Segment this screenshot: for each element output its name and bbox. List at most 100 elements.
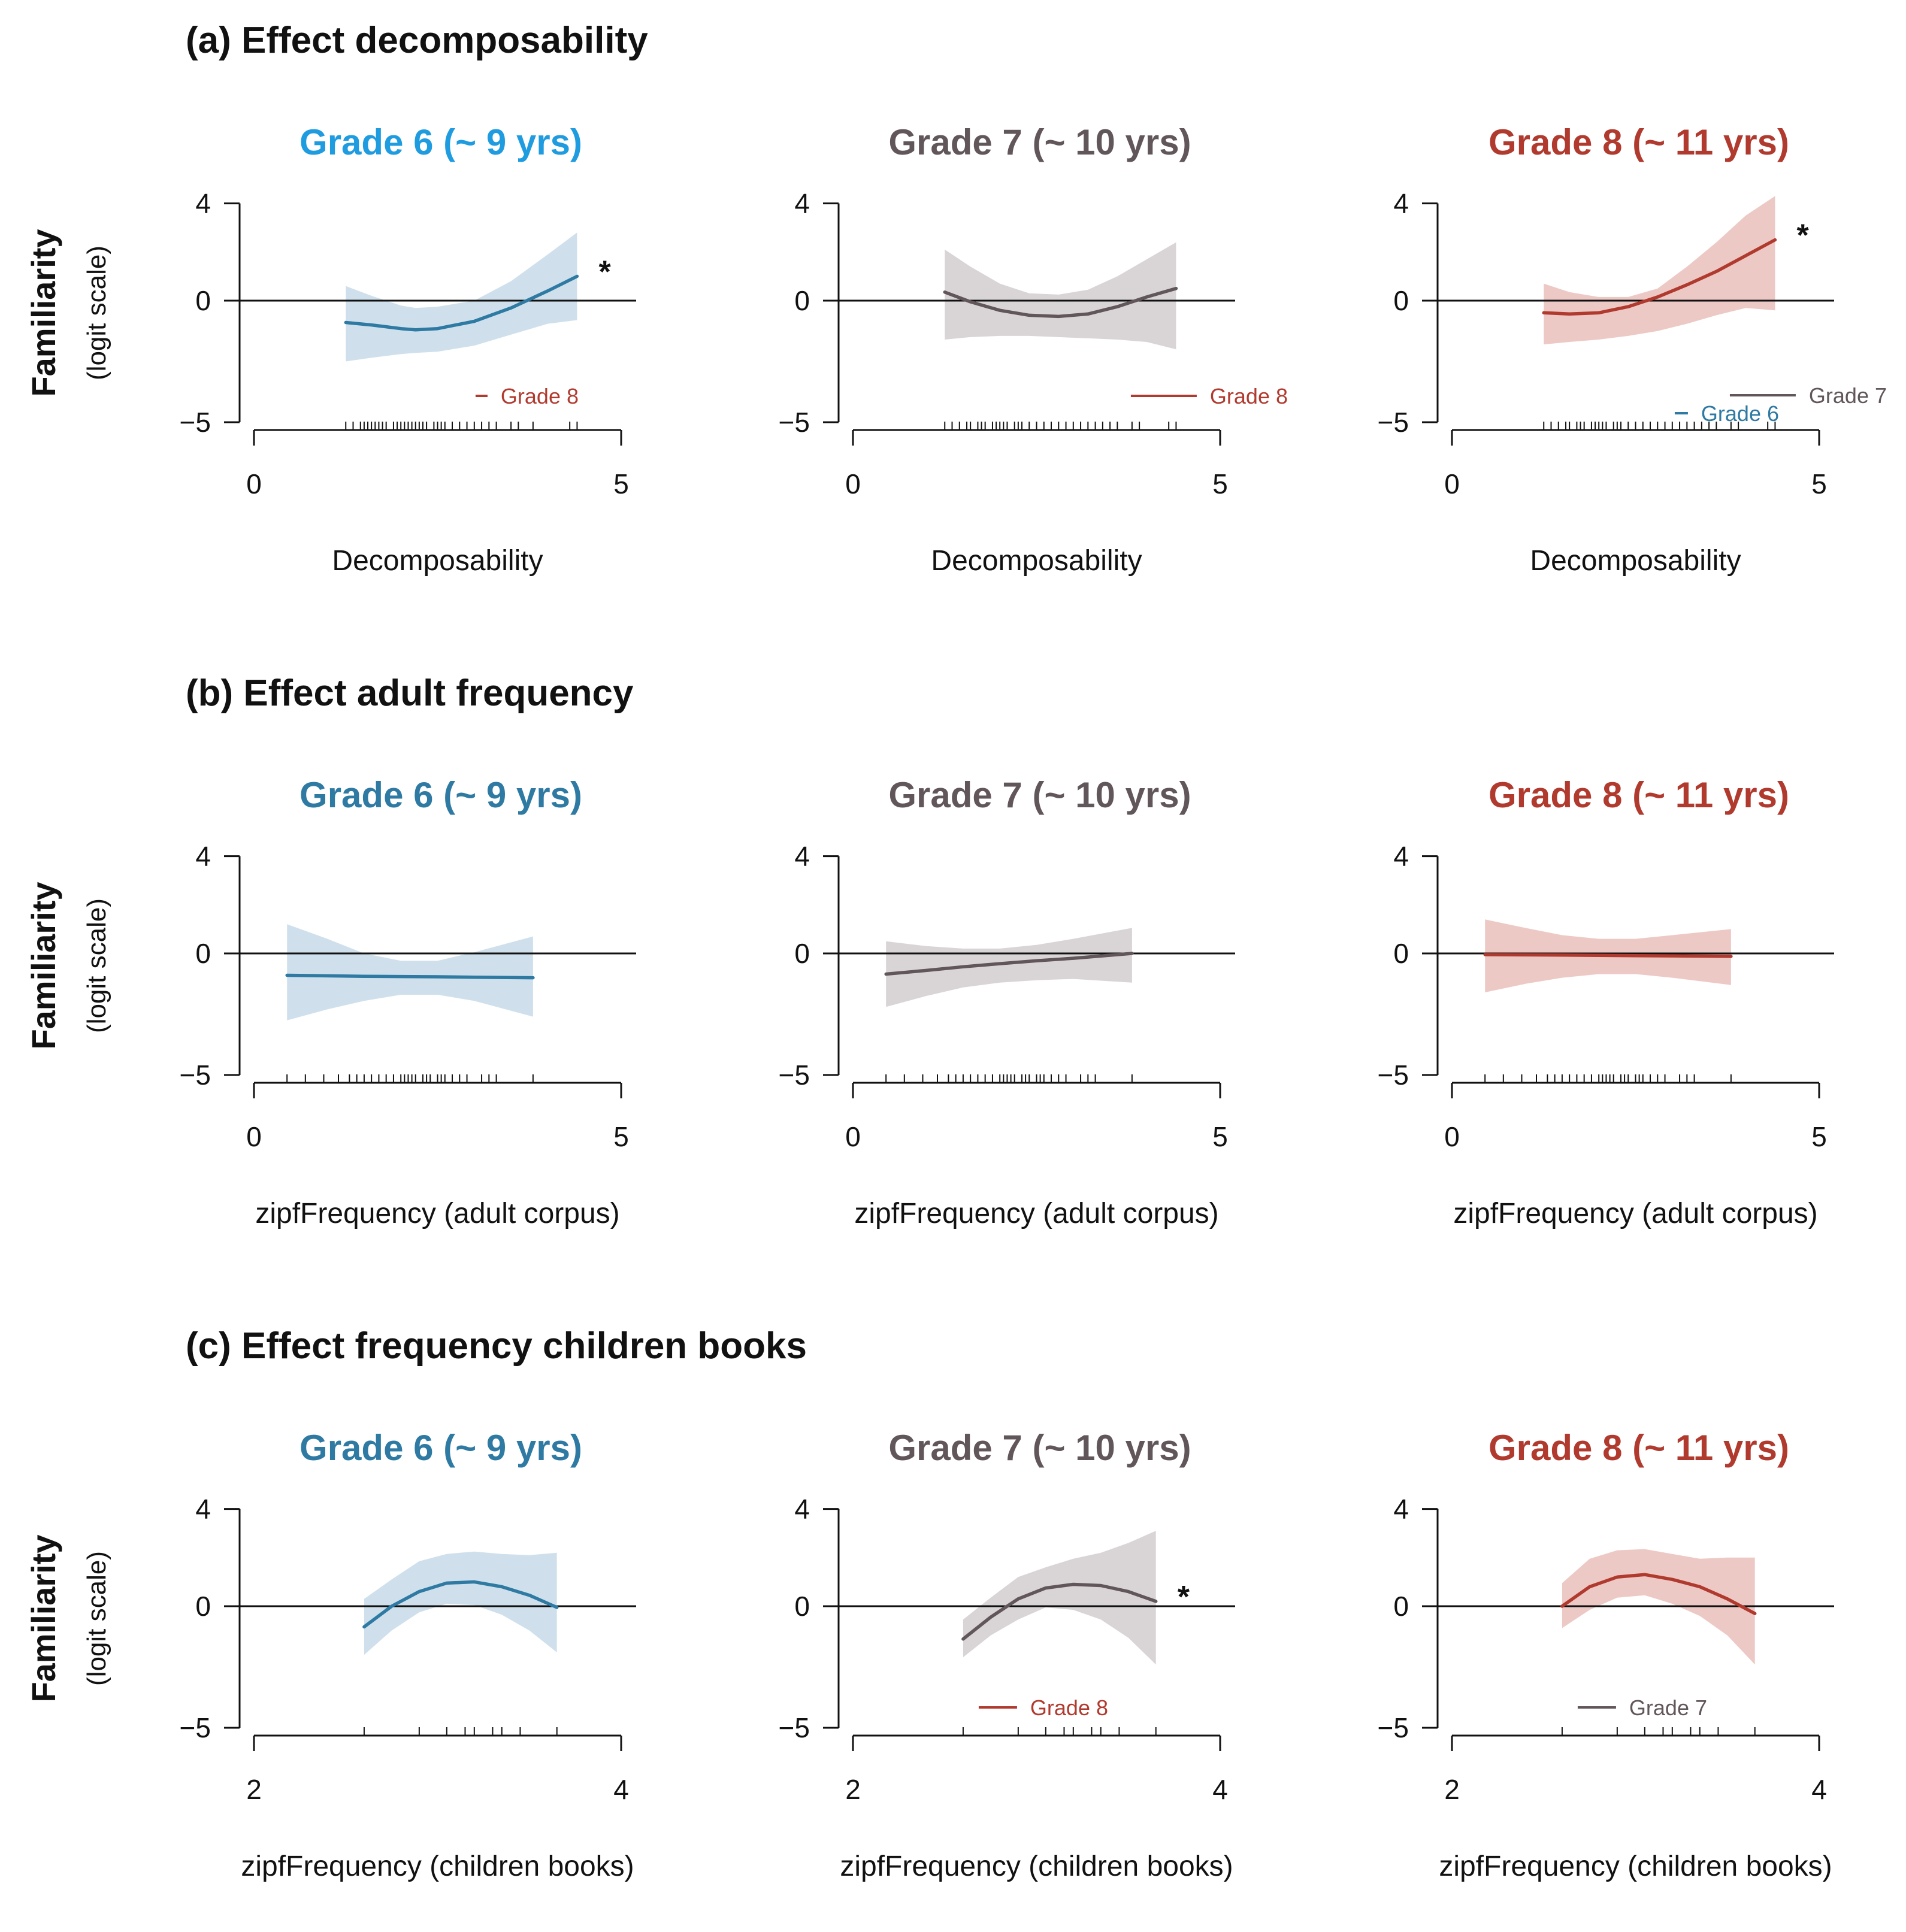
y-tick-label: 0: [195, 938, 211, 969]
effect-line: [1483, 953, 1733, 958]
x-axis-label: zipfFrequency (children books): [840, 1851, 1233, 1882]
effect-line: [1542, 238, 1777, 316]
x-axis-label: zipfFrequency (adult corpus): [854, 1198, 1218, 1230]
y-tick-label: 4: [794, 841, 810, 872]
x-axis-label: Decomposability: [332, 545, 543, 577]
x-tick-label: 0: [845, 468, 861, 499]
y-tick-label: 0: [1393, 1591, 1409, 1622]
x-tick-label: 5: [1811, 468, 1827, 499]
x-tick-label: 5: [1212, 1121, 1228, 1152]
y-tick-label: 4: [794, 1494, 810, 1525]
y-axis-label: Familiarity: [25, 882, 62, 1049]
legend-label: Grade 6: [1701, 401, 1779, 426]
legend-label: Grade 8: [1210, 384, 1288, 408]
y-tick-label: 0: [1393, 938, 1409, 969]
y-axis-label: Familiarity: [25, 1534, 62, 1702]
confidence-band: [945, 242, 1176, 350]
panel-title: Grade 6 (~ 9 yrs): [299, 122, 582, 162]
panel-title: Grade 7 (~ 10 yrs): [888, 1428, 1191, 1468]
x-tick-label: 5: [1811, 1121, 1827, 1152]
y-tick-label: 4: [1393, 188, 1409, 219]
y-tick-label: −5: [779, 1059, 810, 1091]
x-tick-label: 4: [1212, 1774, 1228, 1805]
x-tick-label: 0: [1444, 468, 1460, 499]
y-axis-sublabel: (logit scale): [82, 898, 111, 1033]
panel-2-2: Grade 8 (~ 11 yrs) 4 0 −5 2 4 zipfFrequency (c…: [1378, 1428, 1834, 1882]
panel-1-1: Grade 7 (~ 10 yrs) 4 0 −5 0 5 zipfFrequency (a…: [779, 775, 1235, 1230]
y-tick-label: 4: [195, 188, 211, 219]
x-tick-label: 0: [246, 468, 262, 499]
x-tick-label: 0: [1444, 1121, 1460, 1152]
confidence-band: [287, 924, 533, 1020]
y-tick-label: 4: [1393, 1494, 1409, 1525]
x-tick-label: 5: [1212, 468, 1228, 499]
y-tick-label: −5: [1378, 407, 1409, 438]
legend-label: Grade 8: [501, 384, 579, 408]
confidence-band: [963, 1531, 1156, 1665]
y-tick-label: −5: [180, 1059, 211, 1091]
y-tick-label: 4: [195, 841, 211, 872]
panel-2-0: Grade 6 (~ 9 yrs) 4 0 −5 2 4 zipfFrequency (ch…: [180, 1428, 636, 1882]
y-axis-sublabel: (logit scale): [82, 1551, 111, 1686]
panel-1-2: Grade 8 (~ 11 yrs) 4 0 −5 0 5 zipfFrequency (a…: [1378, 775, 1834, 1230]
significance-marker: *: [598, 255, 611, 289]
section-title: (b) Effect adult frequency: [186, 673, 634, 714]
effect-line: [943, 286, 1178, 319]
x-tick-label: 2: [845, 1774, 861, 1805]
x-axis-label: zipfFrequency (children books): [241, 1851, 634, 1882]
legend-label: Grade 8: [1030, 1695, 1108, 1720]
effect-line: [961, 1582, 1158, 1641]
panel-1-0: Grade 6 (~ 9 yrs) 4 0 −5 0 5 zipfFrequency (ad…: [180, 775, 636, 1230]
x-axis-label: Decomposability: [931, 545, 1142, 577]
y-axis-label: Familiarity: [25, 229, 62, 396]
panel-title: Grade 8 (~ 11 yrs): [1489, 122, 1789, 162]
y-axis-sublabel: (logit scale): [82, 246, 111, 380]
section-title: (a) Effect decomposability: [186, 20, 648, 61]
y-tick-label: −5: [180, 1712, 211, 1743]
confidence-band: [1544, 196, 1775, 345]
confidence-band: [346, 232, 577, 362]
panel-title: Grade 7 (~ 10 yrs): [888, 775, 1191, 815]
y-tick-label: 0: [794, 938, 810, 969]
panel-2-1: Grade 7 (~ 10 yrs) 4 0 −5 2 4 zipfFrequency (c…: [779, 1428, 1235, 1882]
section-2: (c) Effect frequency children books Famil…: [25, 1325, 1834, 1882]
y-tick-label: 4: [1393, 841, 1409, 872]
x-tick-label: 2: [1444, 1774, 1460, 1805]
confidence-band: [364, 1551, 557, 1655]
y-tick-label: 0: [794, 1591, 810, 1622]
y-tick-label: 4: [794, 188, 810, 219]
legend-label: Grade 7: [1629, 1695, 1707, 1720]
effect-line: [362, 1580, 559, 1629]
y-tick-label: 0: [195, 285, 211, 316]
x-tick-label: 4: [1811, 1774, 1827, 1805]
x-tick-label: 2: [246, 1774, 262, 1805]
y-tick-label: 0: [195, 1591, 211, 1622]
legend-label: Grade 7: [1809, 383, 1887, 408]
x-axis-label: zipfFrequency (children books): [1439, 1851, 1832, 1882]
panel-title: Grade 7 (~ 10 yrs): [888, 122, 1191, 162]
panel-0-1: Grade 7 (~ 10 yrs) 4 0 −5 0 5 Decomposability G…: [779, 122, 1288, 577]
effect-line: [884, 952, 1134, 976]
panel-title: Grade 6 (~ 9 yrs): [299, 775, 582, 815]
effect-line: [1560, 1573, 1757, 1615]
x-axis-label: Decomposability: [1530, 545, 1741, 577]
panel-title: Grade 8 (~ 11 yrs): [1489, 775, 1789, 815]
y-tick-label: 0: [794, 285, 810, 316]
x-tick-label: 5: [613, 1121, 629, 1152]
x-tick-label: 5: [613, 468, 629, 499]
y-tick-label: −5: [1378, 1712, 1409, 1743]
x-axis-label: zipfFrequency (adult corpus): [1453, 1198, 1817, 1230]
effect-line: [344, 274, 579, 332]
y-tick-label: 0: [1393, 285, 1409, 316]
y-tick-label: −5: [779, 407, 810, 438]
x-tick-label: 0: [845, 1121, 861, 1152]
panel-title: Grade 8 (~ 11 yrs): [1489, 1428, 1789, 1468]
panel-0-2: Grade 8 (~ 11 yrs) 4 0 −5 0 5 Decomposability *…: [1378, 122, 1887, 577]
significance-marker: *: [1178, 1580, 1190, 1615]
section-1: (b) Effect adult frequency Familiarity (lo…: [25, 673, 1834, 1230]
x-tick-label: 4: [613, 1774, 629, 1805]
y-tick-label: −5: [180, 407, 211, 438]
x-axis-label: zipfFrequency (adult corpus): [255, 1198, 619, 1230]
